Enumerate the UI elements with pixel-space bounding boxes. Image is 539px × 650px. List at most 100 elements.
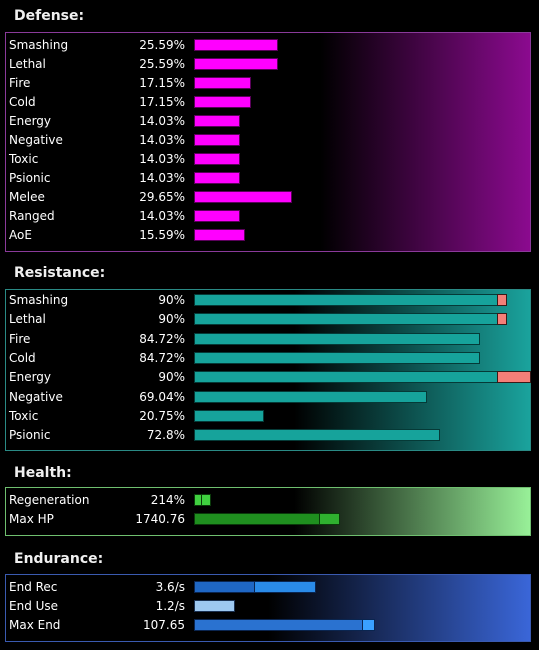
max-end-bar-bonus <box>362 619 375 631</box>
row-value: 29.65% <box>139 190 185 204</box>
row-value: 84.72% <box>139 331 185 346</box>
row-label: Lethal <box>9 57 46 71</box>
defense-bar <box>194 172 240 184</box>
resistance-bar <box>194 429 440 442</box>
row-value: 14.03% <box>139 171 185 185</box>
row-value: 25.59% <box>139 57 185 71</box>
resistance-title: Resistance: <box>14 265 106 281</box>
health-row-regeneration: Regeneration 214% <box>6 491 530 510</box>
resistance-row-fire: Fire 84.72% <box>6 330 530 349</box>
resistance-row-cold: Cold 84.72% <box>6 349 530 368</box>
resistance-bar <box>194 409 264 422</box>
row-label: Cold <box>9 350 36 365</box>
defense-bar <box>194 96 251 108</box>
row-value: 15.59% <box>139 228 185 242</box>
row-label: Negative <box>9 133 63 147</box>
defense-bar <box>194 115 240 127</box>
defense-bar <box>194 77 251 89</box>
row-label: Cold <box>9 95 36 109</box>
resistance-row-toxic: Toxic 20.75% <box>6 407 530 426</box>
resistance-row-negative: Negative 69.04% <box>6 388 530 407</box>
row-label: Smashing <box>9 38 69 52</box>
resistance-overcap-bar <box>497 294 507 306</box>
resistance-row-lethal: Lethal 90% <box>6 310 530 329</box>
endurance-row-max-end: Max End 107.65 <box>6 616 530 635</box>
max-hp-bar <box>194 513 320 525</box>
defense-bar <box>194 229 245 241</box>
defense-bar <box>194 153 240 165</box>
resistance-bar <box>194 294 498 306</box>
health-row-max-hp: Max HP 1740.76 <box>6 510 530 529</box>
defense-title: Defense: <box>14 8 85 24</box>
row-value: 72.8% <box>146 428 185 443</box>
row-label: Energy <box>9 114 52 128</box>
row-value: 17.15% <box>139 76 185 90</box>
defense-bar <box>194 191 292 203</box>
resistance-row-energy: Energy 90% <box>6 368 531 387</box>
regeneration-bar-overflow <box>201 494 211 506</box>
end-use-bar <box>194 600 235 612</box>
row-value: 14.03% <box>139 152 185 166</box>
row-value: 214% <box>150 493 185 507</box>
resistance-overcap-bar <box>497 313 507 326</box>
max-hp-bar-bonus <box>319 513 340 525</box>
row-label: Ranged <box>9 209 55 223</box>
resistance-bar <box>194 332 480 345</box>
defense-row-lethal: Lethal 25.59% <box>6 55 530 74</box>
row-label: Lethal <box>9 312 46 327</box>
row-value: 90% <box>158 370 185 385</box>
defense-panel: Smashing 25.59% Lethal 25.59% Fire 17.15% Cold… <box>5 32 531 252</box>
defense-row-cold: Cold 17.15% <box>6 93 530 112</box>
defense-row-energy: Energy 14.03% <box>6 112 530 131</box>
defense-row-melee: Melee 29.65% <box>6 188 530 207</box>
row-value: 17.15% <box>139 95 185 109</box>
health-panel: Regeneration 214% Max HP 1740.76 <box>5 487 531 536</box>
defense-bar <box>194 39 278 51</box>
row-label: Toxic <box>9 408 39 423</box>
row-label: Negative <box>9 389 63 404</box>
row-label: Regeneration <box>9 493 90 507</box>
resistance-bar <box>194 313 498 326</box>
row-value: 1.2/s <box>155 599 185 613</box>
resistance-overcap-bar <box>497 371 531 384</box>
row-value: 14.03% <box>139 114 185 128</box>
row-value: 107.65 <box>143 618 185 632</box>
defense-row-ranged: Ranged 14.03% <box>6 207 530 226</box>
end-rec-bar-bonus <box>254 581 316 593</box>
row-label: Psionic <box>9 171 51 185</box>
defense-row-smashing: Smashing 25.59% <box>6 36 530 55</box>
row-label: Toxic <box>9 152 39 166</box>
row-value: 14.03% <box>139 133 185 147</box>
resistance-row-smashing: Smashing 90% <box>6 291 530 310</box>
row-label: Max HP <box>9 512 54 526</box>
endurance-row-end-use: End Use 1.2/s <box>6 597 530 616</box>
row-value: 25.59% <box>139 38 185 52</box>
row-value: 90% <box>158 293 185 307</box>
endurance-title: Endurance: <box>14 551 104 567</box>
row-label: Smashing <box>9 293 69 307</box>
defense-row-fire: Fire 17.15% <box>6 74 530 93</box>
row-value: 14.03% <box>139 209 185 223</box>
max-end-bar <box>194 619 363 631</box>
row-label: Psionic <box>9 428 51 443</box>
endurance-panel: End Rec 3.6/s End Use 1.2/s Max End 107.… <box>5 574 531 642</box>
row-value: 20.75% <box>139 408 185 423</box>
resistance-row-psionic: Psionic 72.8% <box>6 426 530 445</box>
row-value: 1740.76 <box>135 512 185 526</box>
row-label: End Use <box>9 599 59 613</box>
defense-row-psionic: Psionic 14.03% <box>6 169 530 188</box>
resistance-bar <box>194 351 480 364</box>
row-value: 90% <box>158 312 185 327</box>
row-label: Fire <box>9 76 31 90</box>
end-rec-bar <box>194 581 255 593</box>
row-value: 84.72% <box>139 350 185 365</box>
row-label: Melee <box>9 190 45 204</box>
resistance-bar <box>194 371 498 384</box>
defense-row-negative: Negative 14.03% <box>6 131 530 150</box>
defense-bar <box>194 58 278 70</box>
defense-row-toxic: Toxic 14.03% <box>6 150 530 169</box>
row-label: Max End <box>9 618 61 632</box>
endurance-row-end-rec: End Rec 3.6/s <box>6 578 530 597</box>
row-label: Fire <box>9 331 31 346</box>
row-label: Energy <box>9 370 52 385</box>
